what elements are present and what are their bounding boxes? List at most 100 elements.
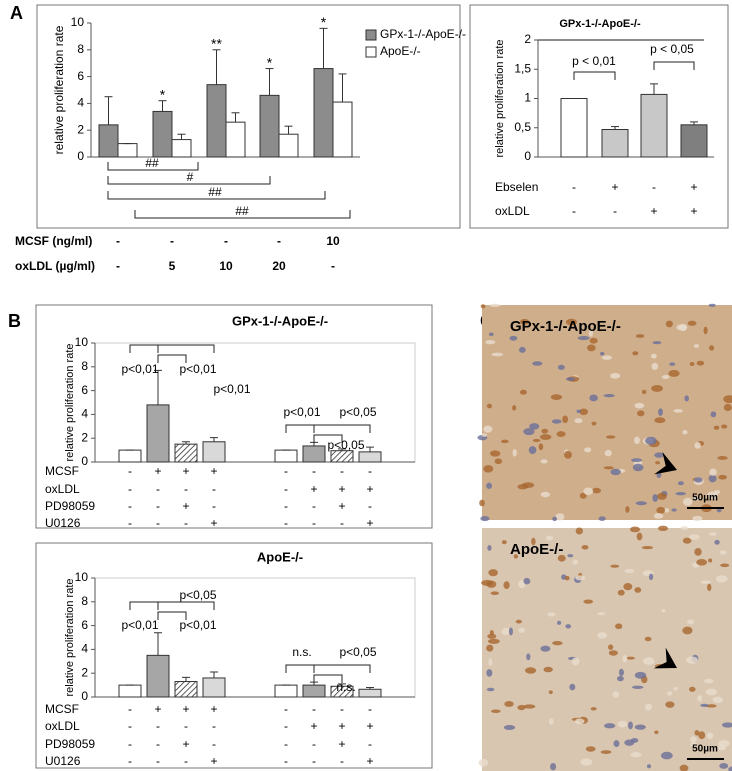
condition-value: - <box>128 719 132 733</box>
condition-value: + <box>366 719 373 733</box>
cell-nucleus <box>540 491 551 498</box>
cell-nucleus <box>635 334 645 338</box>
cell-nucleus <box>665 320 673 328</box>
panel-frame <box>36 4 461 229</box>
plot-frame <box>94 342 416 463</box>
comparison-label: p<0,01 <box>121 618 158 632</box>
comparison-bracket <box>157 344 215 353</box>
condition-value: + <box>611 180 618 194</box>
condition-value: + <box>182 499 189 513</box>
cell-nucleus <box>634 587 642 593</box>
cell-nucleus <box>556 431 566 437</box>
cell-nucleus <box>718 474 727 480</box>
cell-nucleus <box>612 691 620 698</box>
cell-nucleus <box>491 709 501 713</box>
cell-nucleus <box>721 722 732 728</box>
y-tick-label: 8 <box>77 42 84 56</box>
cell-nucleus <box>689 736 697 743</box>
cell-nucleus <box>579 492 587 499</box>
cell-nucleus <box>628 721 633 730</box>
cell-nucleus <box>694 441 701 449</box>
cell-nucleus <box>491 352 504 357</box>
cell-nucleus <box>541 428 549 434</box>
cell-nucleus <box>576 409 582 414</box>
cell-nucleus <box>728 766 732 771</box>
bar <box>358 451 382 463</box>
cell-nucleus <box>523 704 536 709</box>
condition-value: + <box>182 464 189 478</box>
cell-nucleus <box>490 591 499 596</box>
y-tick-label: 2 <box>81 665 88 679</box>
cell-nucleus <box>605 435 616 439</box>
cell-nucleus <box>486 644 494 652</box>
cell-nucleus <box>654 730 659 735</box>
micrograph: 50µm ApoE-/- <box>478 525 732 771</box>
legend-swatch <box>365 46 377 58</box>
condition-value: - <box>284 702 288 716</box>
bar <box>174 681 198 698</box>
cell-nucleus <box>610 468 621 476</box>
cell-nucleus <box>501 627 511 636</box>
cell-nucleus <box>583 599 594 604</box>
plot-frame <box>94 577 416 698</box>
cell-nucleus <box>709 345 715 351</box>
cell-nucleus <box>481 433 488 437</box>
cell-nucleus <box>567 554 574 558</box>
bar <box>202 677 226 698</box>
condition-value: - <box>224 234 228 248</box>
condition-value: - <box>128 737 132 751</box>
cell-nucleus <box>600 750 612 754</box>
cell-nucleus <box>480 516 490 522</box>
cell-nucleus <box>700 580 712 584</box>
cell-nucleus <box>483 465 494 473</box>
comparison-bracket <box>107 162 199 171</box>
condition-name: oxLDL (µg/ml) <box>15 259 95 273</box>
y-tick-label: 6 <box>77 69 84 83</box>
cell-nucleus <box>589 394 598 402</box>
cell-nucleus <box>689 361 695 366</box>
y-tick-label: 0 <box>524 149 531 163</box>
cell-nucleus <box>504 701 514 707</box>
cell-nucleus <box>515 619 522 624</box>
cell-nucleus <box>597 632 608 639</box>
cell-nucleus <box>501 540 507 545</box>
cell-nucleus <box>687 320 697 326</box>
cell-nucleus <box>697 695 703 702</box>
cell-nucleus <box>688 534 700 540</box>
micrograph-label: ApoE-/- <box>510 541 563 558</box>
cell-nucleus <box>714 490 721 494</box>
cell-nucleus <box>719 550 727 555</box>
condition-value: + <box>210 464 217 478</box>
cell-nucleus <box>487 544 492 551</box>
cell-nucleus <box>635 501 647 506</box>
cell-nucleus <box>631 458 643 463</box>
significance-mark: * <box>160 86 166 102</box>
condition-value: - <box>212 719 216 733</box>
condition-value: - <box>156 499 160 513</box>
cell-nucleus <box>519 346 526 353</box>
comparison-label: n.s. <box>336 680 355 694</box>
y-tick-label: 8 <box>81 359 88 373</box>
cell-nucleus <box>604 723 616 729</box>
condition-value: - <box>340 516 344 530</box>
cell-nucleus <box>691 496 701 501</box>
y-tick-label: 10 <box>75 570 89 584</box>
cell-nucleus <box>708 303 716 307</box>
cell-nucleus <box>574 418 583 424</box>
cell-nucleus <box>548 690 553 695</box>
condition-value: - <box>652 180 656 194</box>
condition-value: - <box>128 482 132 496</box>
significance-mark: * <box>267 54 273 70</box>
cell-nucleus <box>518 627 525 633</box>
cell-nucleus <box>634 671 647 679</box>
comparison-bracket <box>157 354 187 363</box>
bar <box>313 68 334 158</box>
cell-nucleus <box>668 369 680 377</box>
cell-nucleus <box>478 758 489 767</box>
comparison-label: n.s. <box>292 645 311 659</box>
comparison-bracket <box>313 424 371 433</box>
cell-nucleus <box>479 499 485 507</box>
condition-value: - <box>368 464 372 478</box>
y-tick-label: 0 <box>81 454 88 468</box>
y-tick-label: 0,5 <box>514 120 531 134</box>
